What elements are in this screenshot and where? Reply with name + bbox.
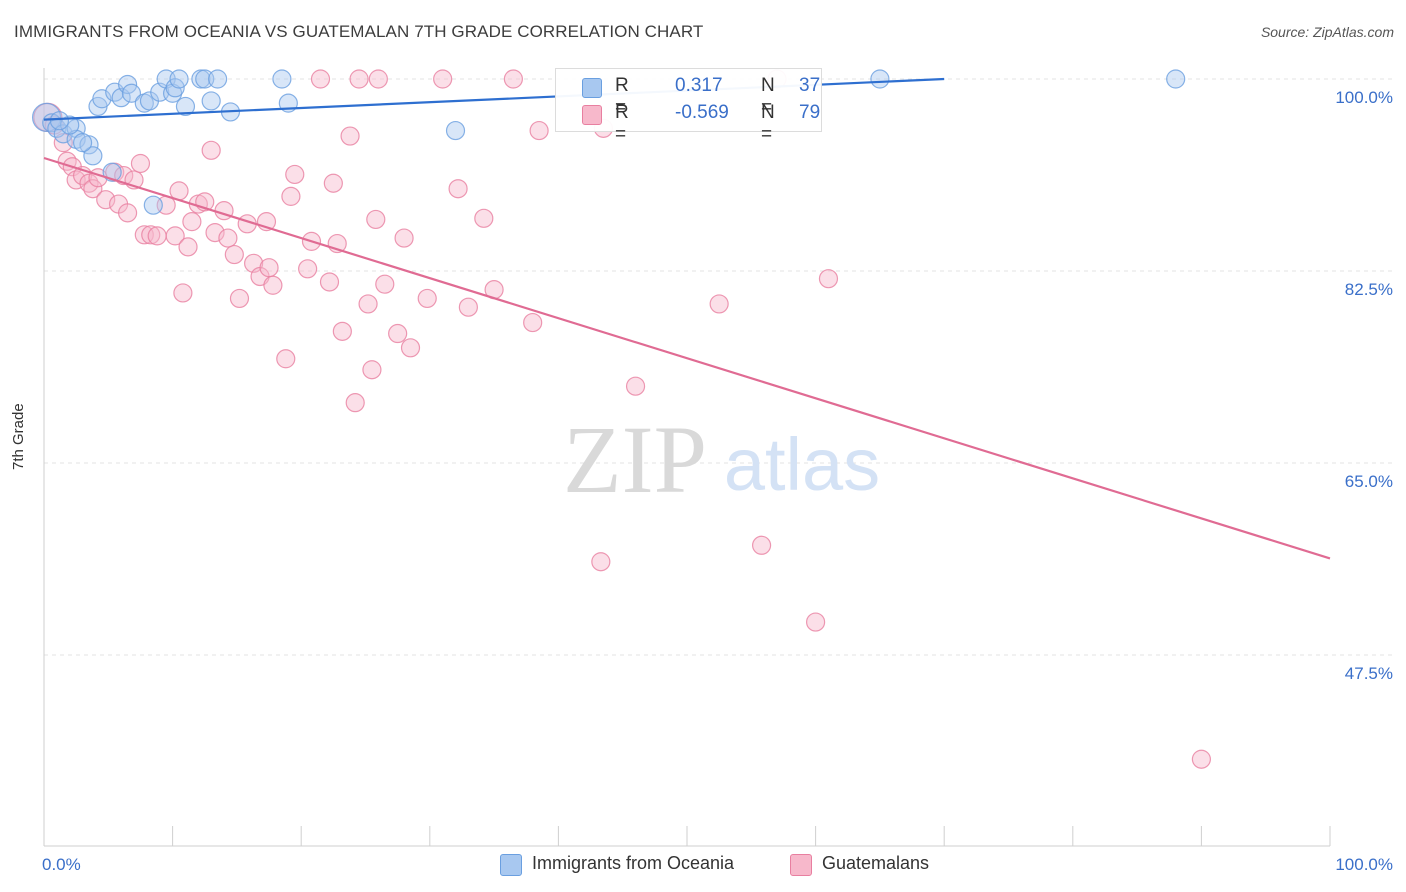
data-point (143, 195, 163, 215)
swatch-oceania (582, 78, 602, 98)
r-value: -0.569 (675, 102, 729, 123)
data-point (417, 288, 437, 309)
legend-swatch-guatemalans (790, 854, 812, 876)
data-point (272, 69, 292, 89)
data-point (229, 288, 250, 309)
x-tick-label: 100.0% (1335, 855, 1393, 874)
tick-labels: 100.0% 82.5% 65.0% 47.5% 0.0% 100.0% (42, 88, 1393, 874)
axes (43, 68, 1331, 847)
data-point (208, 69, 228, 89)
data-point (182, 212, 202, 232)
data-point (60, 115, 80, 135)
data-point (870, 69, 890, 89)
data-point (319, 272, 340, 292)
series-immigrants-from-oceania (31, 69, 1186, 215)
data-point (31, 102, 62, 133)
watermark: ZIP atlas (563, 406, 880, 513)
y-tick-label: 65.0% (1345, 472, 1393, 491)
data-point (310, 69, 331, 89)
data-point (349, 69, 369, 89)
data-point (445, 120, 466, 141)
data-point (218, 228, 238, 248)
data-point (400, 338, 421, 358)
source-credit: Source: ZipAtlas.com (1260, 24, 1394, 40)
data-point (751, 535, 772, 555)
data-point (224, 244, 244, 265)
watermark-zip: ZIP (563, 406, 707, 513)
data-point (591, 552, 611, 572)
data-point (121, 83, 142, 103)
legend-swatch-oceania (500, 854, 522, 876)
data-point (130, 153, 151, 174)
y-tick-label: 82.5% (1345, 280, 1393, 299)
data-point (49, 111, 70, 131)
data-point (474, 208, 494, 228)
data-point (805, 612, 826, 632)
n-value: 79 (799, 102, 821, 123)
data-point (1166, 69, 1186, 89)
data-point (165, 226, 185, 246)
data-point (709, 294, 729, 314)
data-point (83, 146, 103, 166)
data-point (332, 321, 352, 341)
data-point (201, 91, 221, 111)
data-point (345, 393, 365, 413)
n-key: N = (761, 102, 775, 145)
data-point (173, 283, 193, 303)
data-point (169, 69, 189, 89)
r-value: 0.317 (675, 75, 723, 96)
data-point (83, 179, 103, 199)
data-point (625, 376, 646, 396)
data-point (818, 269, 839, 289)
data-point (323, 173, 343, 193)
stats-legend: R = 0.317 N = 37 R = -0.569 N = 79 (555, 68, 822, 145)
data-point (281, 186, 301, 206)
data-point (96, 190, 116, 210)
trend-line-guatemalans (43, 156, 1331, 560)
y-tick-label: 47.5% (1345, 664, 1393, 683)
data-point (285, 164, 305, 185)
data-point (72, 133, 93, 153)
y-axis-label: 7th Grade (10, 403, 27, 470)
y-tick-label: 100.0% (1335, 88, 1393, 107)
n-value: 37 (799, 75, 821, 96)
data-point (394, 228, 414, 248)
data-point (362, 360, 382, 380)
data-point (114, 165, 134, 186)
data-point (276, 349, 296, 369)
legend-label-oceania: Immigrants from Oceania (532, 853, 735, 873)
data-point (1191, 749, 1212, 769)
data-point (147, 226, 167, 246)
data-point (259, 258, 279, 278)
data-point (117, 203, 138, 223)
data-point (358, 294, 378, 314)
data-point (529, 120, 549, 141)
data-point (388, 323, 408, 344)
data-point (368, 69, 388, 89)
data-point (298, 259, 318, 279)
data-point (366, 209, 386, 230)
legend-label-guatemalans: Guatemalans (822, 853, 930, 873)
data-point (141, 225, 161, 245)
r-key: R = (615, 102, 629, 145)
data-point (375, 274, 395, 294)
data-point (458, 297, 478, 317)
data-point (340, 126, 360, 146)
swatch-guatemalans (582, 105, 602, 125)
n-key: N = (761, 75, 775, 118)
r-key: R = (615, 75, 629, 118)
data-point (523, 312, 543, 333)
data-point (503, 69, 523, 89)
data-point (263, 275, 283, 295)
data-point (433, 69, 453, 89)
chart-title: IMMIGRANTS FROM OCEANIA VS GUATEMALAN 7T… (14, 22, 704, 41)
data-point (175, 96, 196, 117)
watermark-atlas: atlas (724, 423, 880, 506)
data-point (201, 140, 221, 160)
x-tick-label: 0.0% (42, 855, 81, 874)
data-point (178, 237, 198, 257)
data-point (448, 179, 468, 199)
